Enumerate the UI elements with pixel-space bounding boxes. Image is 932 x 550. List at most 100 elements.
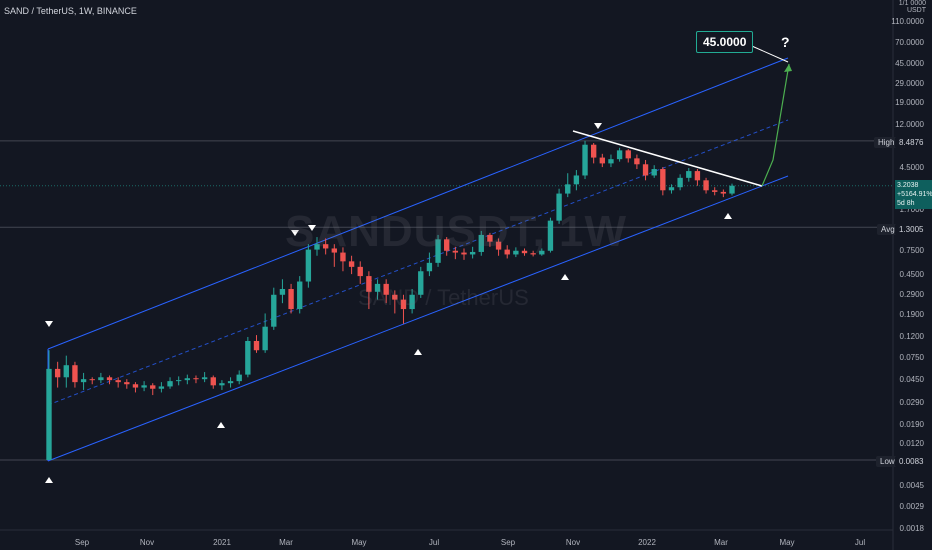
candle-body bbox=[132, 384, 139, 388]
candle-body bbox=[383, 283, 389, 295]
candle-body bbox=[504, 249, 510, 255]
current-price: 3.2038 bbox=[897, 182, 919, 189]
candle-body bbox=[271, 294, 277, 327]
candle-body bbox=[98, 377, 104, 381]
price-tick-label: 0.0018 bbox=[899, 524, 924, 533]
swing-high-marker bbox=[594, 123, 602, 129]
candle-body bbox=[625, 150, 631, 159]
candle-body bbox=[677, 177, 683, 188]
candle-body bbox=[340, 252, 346, 262]
candle-body bbox=[703, 180, 709, 191]
candle-body bbox=[651, 169, 657, 176]
time-tick-label: May bbox=[779, 538, 795, 547]
price-tick-label: 70.0000 bbox=[895, 38, 924, 47]
candle-body bbox=[642, 164, 649, 176]
candle-body bbox=[193, 378, 199, 380]
candle-body bbox=[124, 382, 130, 385]
high-label: High bbox=[874, 137, 899, 148]
candle-body bbox=[245, 340, 251, 375]
price-tick-label: 19.0000 bbox=[895, 98, 924, 107]
time-tick-label: Mar bbox=[279, 538, 293, 547]
candle-body bbox=[115, 380, 121, 383]
candle-body bbox=[495, 241, 502, 250]
price-tick-label: 29.0000 bbox=[895, 79, 924, 88]
price-tick-label: 12.0000 bbox=[895, 120, 924, 129]
candle-body bbox=[279, 289, 286, 295]
price-tick-label: 0.1900 bbox=[899, 310, 924, 319]
candle-body bbox=[227, 381, 234, 384]
candle-body bbox=[418, 271, 424, 295]
swing-high-marker bbox=[291, 230, 299, 236]
candle-body bbox=[106, 377, 113, 381]
candle-body bbox=[167, 381, 173, 387]
channel-upper bbox=[47, 57, 789, 350]
price-tick-label: 0.0290 bbox=[899, 398, 924, 407]
price-tick-label: 0.0045 bbox=[899, 481, 924, 490]
candle-body bbox=[469, 251, 476, 255]
time-tick-label: Mar bbox=[714, 538, 728, 547]
candle-body bbox=[80, 379, 87, 383]
target-callout[interactable]: 45.0000 bbox=[696, 31, 754, 53]
candle-body bbox=[668, 187, 675, 191]
price-tick-label: 0.1200 bbox=[899, 332, 924, 341]
candle-body bbox=[236, 374, 242, 382]
price-tick-label: 4.5000 bbox=[899, 163, 924, 172]
candle-body bbox=[478, 234, 484, 252]
candle-body bbox=[288, 289, 294, 310]
candle-body bbox=[565, 184, 571, 194]
price-tick-label: 0.0029 bbox=[899, 502, 924, 511]
candle-body bbox=[590, 144, 597, 158]
candle-body bbox=[556, 193, 562, 221]
candle-body bbox=[547, 220, 554, 251]
candle-body bbox=[539, 250, 545, 255]
candle-body bbox=[262, 326, 268, 351]
scale-header: 1/1 0000 USDT bbox=[899, 0, 926, 14]
candle-body bbox=[409, 294, 415, 310]
time-tick-label: Nov bbox=[139, 538, 155, 547]
candle-body bbox=[314, 244, 320, 250]
price-tick-label: 0.2900 bbox=[899, 290, 924, 299]
candle-body bbox=[54, 368, 61, 378]
channel-lower bbox=[47, 175, 789, 462]
candle-body bbox=[599, 157, 605, 164]
price-tick-label: 0.0450 bbox=[899, 375, 924, 384]
price-tick-label: 0.0120 bbox=[899, 439, 924, 448]
time-tick-label: 2022 bbox=[638, 538, 656, 547]
avg-label: Avg bbox=[877, 224, 899, 235]
candle-body bbox=[46, 368, 52, 460]
avg-value: 1.3005 bbox=[895, 224, 928, 235]
candle-body bbox=[426, 262, 433, 272]
candle-body bbox=[219, 383, 225, 386]
swing-high-marker bbox=[308, 225, 316, 231]
candle-body bbox=[694, 171, 701, 181]
swing-low-marker bbox=[45, 477, 53, 483]
swing-high-marker bbox=[45, 321, 53, 327]
symbol-title: SAND / TetherUS, 1W, BINANCE bbox=[4, 6, 137, 16]
candle-body bbox=[487, 234, 493, 242]
candle-body bbox=[297, 281, 303, 310]
swing-low-marker bbox=[724, 213, 732, 219]
candle-body bbox=[608, 159, 614, 164]
descending-trendline bbox=[572, 130, 763, 187]
price-tick-label: 45.0000 bbox=[895, 59, 924, 68]
candle-body bbox=[573, 175, 580, 185]
candle-body bbox=[660, 169, 666, 191]
candle-body bbox=[322, 244, 329, 249]
scale-header-line1: 1/1 0000 bbox=[898, 0, 926, 7]
candle-body bbox=[582, 144, 588, 176]
candle-body bbox=[400, 299, 407, 310]
candle-body bbox=[686, 171, 692, 178]
candle-body bbox=[184, 378, 191, 381]
candle-body bbox=[452, 250, 459, 253]
candle-body bbox=[374, 283, 381, 292]
price-tick-label: 0.4500 bbox=[899, 270, 924, 279]
candle-body bbox=[331, 248, 337, 253]
candle-body bbox=[366, 276, 372, 292]
current-change: +5164.91% bbox=[897, 191, 932, 198]
current-price-box: 3.2038 +5164.91% 5d 8h bbox=[895, 180, 932, 209]
question-mark: ? bbox=[781, 34, 790, 50]
candle-body bbox=[712, 190, 718, 192]
low-label: Low bbox=[876, 456, 899, 467]
